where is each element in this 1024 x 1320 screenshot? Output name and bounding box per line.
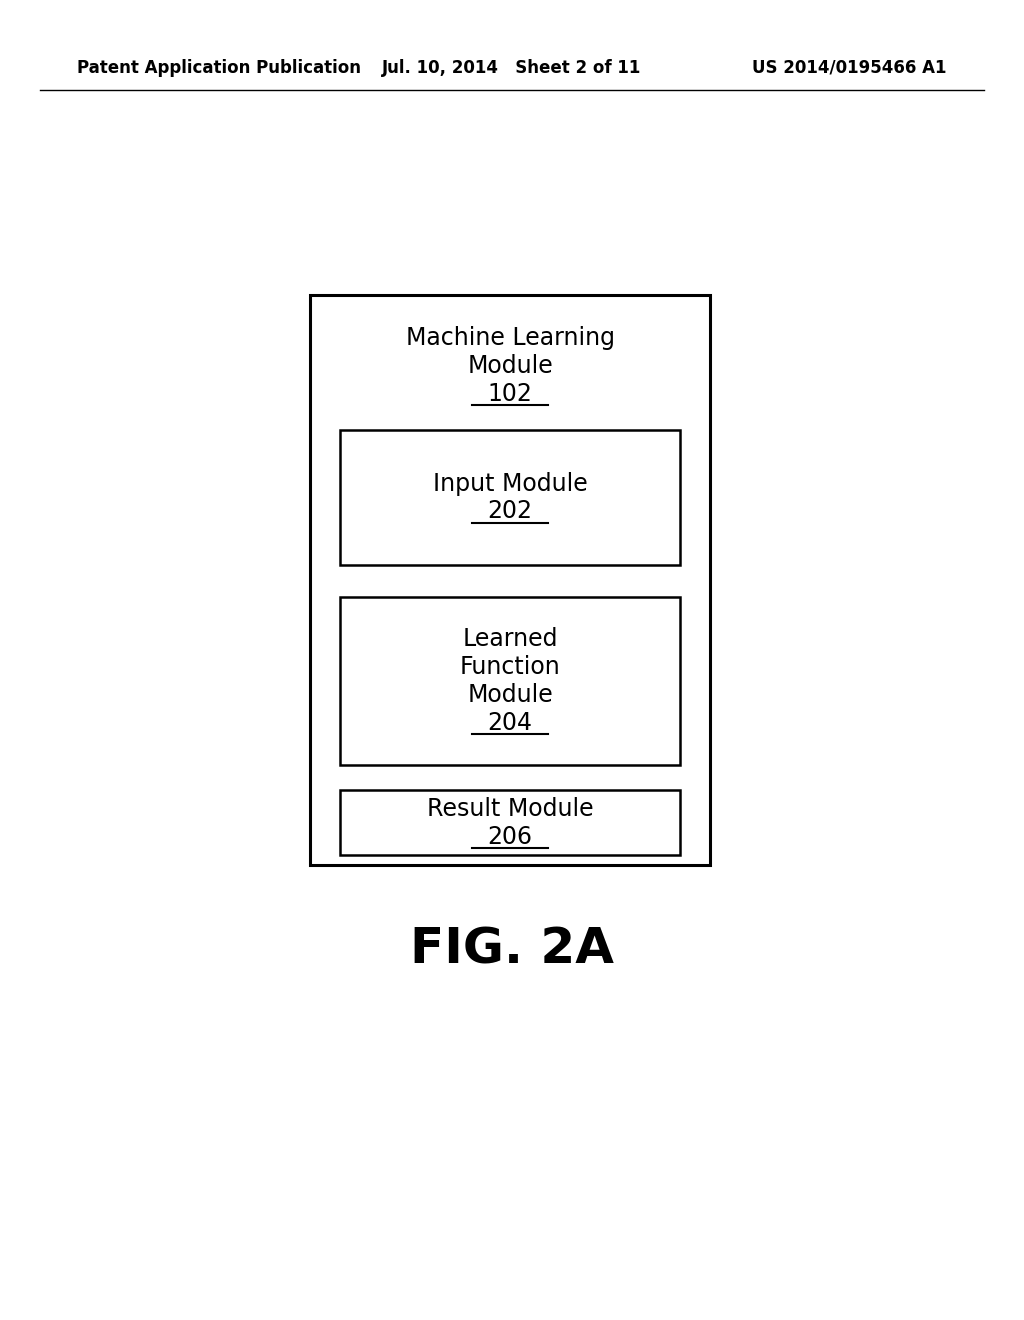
- Bar: [310, 294, 710, 865]
- Text: 102: 102: [487, 381, 532, 407]
- Text: Module: Module: [467, 682, 553, 708]
- Text: Function: Function: [460, 655, 560, 678]
- Bar: [340, 597, 680, 766]
- Text: Input Module: Input Module: [432, 471, 588, 495]
- Text: US 2014/0195466 A1: US 2014/0195466 A1: [753, 59, 947, 77]
- Bar: [340, 430, 680, 565]
- Text: Jul. 10, 2014   Sheet 2 of 11: Jul. 10, 2014 Sheet 2 of 11: [382, 59, 642, 77]
- Text: Learned: Learned: [462, 627, 558, 651]
- Text: Result Module: Result Module: [427, 796, 593, 821]
- Text: 202: 202: [487, 499, 532, 524]
- Text: Module: Module: [467, 354, 553, 378]
- Text: Patent Application Publication: Patent Application Publication: [77, 59, 361, 77]
- Text: FIG. 2A: FIG. 2A: [410, 927, 614, 974]
- Bar: [340, 789, 680, 855]
- Text: 204: 204: [487, 711, 532, 735]
- Text: 206: 206: [487, 825, 532, 849]
- Text: Machine Learning: Machine Learning: [406, 326, 614, 350]
